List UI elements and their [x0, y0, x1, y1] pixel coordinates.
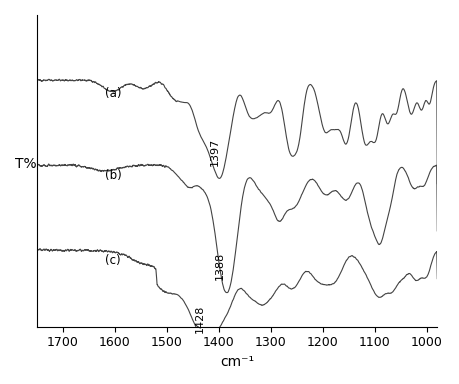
Text: 1397: 1397 [210, 138, 220, 166]
Text: (b): (b) [105, 169, 121, 182]
Text: (c): (c) [105, 254, 120, 267]
Text: (a): (a) [105, 87, 121, 100]
Text: 1428: 1428 [195, 305, 205, 333]
Text: 1388: 1388 [215, 252, 225, 280]
Y-axis label: T%: T% [15, 157, 37, 171]
X-axis label: cm⁻¹: cm⁻¹ [220, 355, 254, 369]
